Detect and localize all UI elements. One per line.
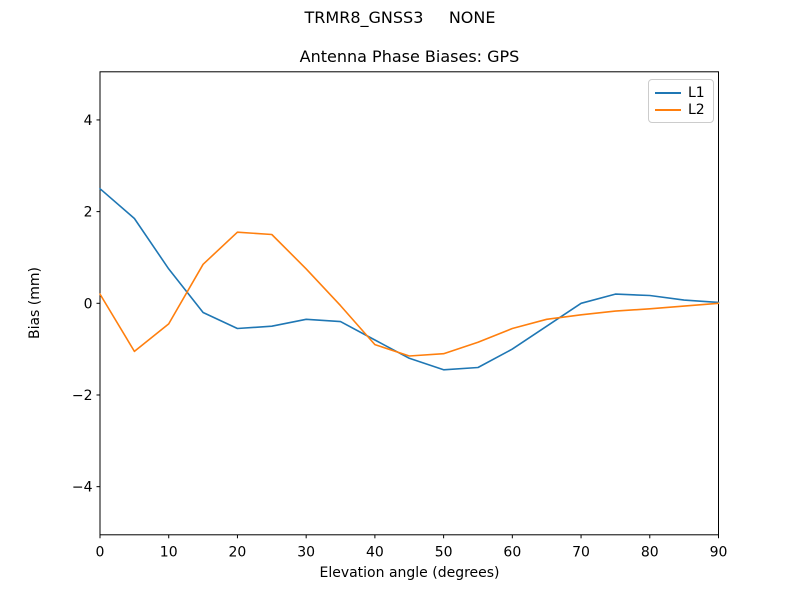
- x-axis-label: Elevation angle (degrees): [319, 565, 500, 581]
- figure-suptitle: TRMR8_GNSS3 NONE: [304, 8, 496, 27]
- x-tick-label: 50: [435, 544, 453, 560]
- series-line-l1: [99, 187, 720, 371]
- x-tick-label: 70: [572, 544, 590, 560]
- x-tick-label: 60: [503, 544, 521, 560]
- legend-label: L1: [688, 84, 705, 101]
- axes-spines: [99, 71, 719, 536]
- legend-item-l1: L1: [655, 84, 707, 101]
- legend-label: L2: [688, 101, 705, 118]
- legend-item-l2: L2: [655, 101, 707, 118]
- x-tick-label: 90: [710, 544, 728, 560]
- x-tick-label: 40: [366, 544, 384, 560]
- y-tick-label: −4: [72, 480, 93, 496]
- axes-title: Antenna Phase Biases: GPS: [299, 47, 520, 66]
- y-tick-label: 4: [84, 113, 93, 129]
- y-tick-label: −2: [72, 388, 93, 404]
- x-tick-label: 20: [229, 544, 247, 560]
- legend-line-sample: [655, 108, 681, 111]
- series-line-l2: [99, 231, 720, 357]
- x-tick-label: 0: [96, 544, 105, 560]
- y-tick-label: 2: [84, 205, 93, 221]
- x-tick-label: 80: [641, 544, 659, 560]
- x-tick-label: 10: [160, 544, 178, 560]
- y-tick-label: 0: [84, 296, 93, 312]
- legend: L1 L2: [648, 79, 714, 123]
- legend-line-sample: [655, 91, 681, 94]
- x-tick-label: 30: [297, 544, 315, 560]
